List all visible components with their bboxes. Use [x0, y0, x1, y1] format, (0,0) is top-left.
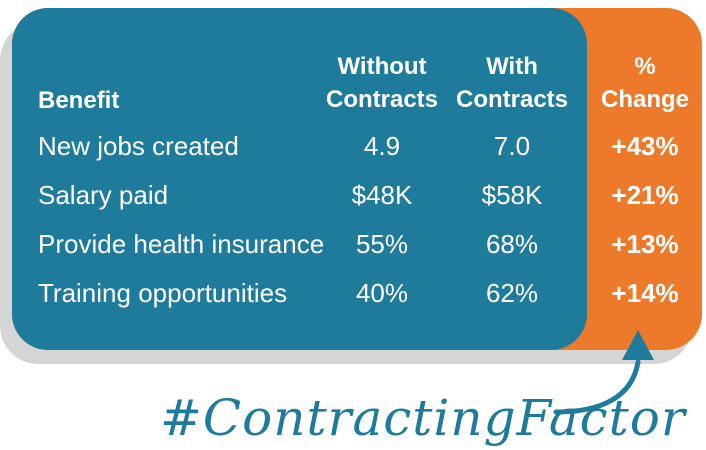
row-change-new-jobs: +43% — [611, 131, 679, 161]
row-without-training: 40% — [355, 278, 409, 308]
header-change-line2: Change — [600, 86, 690, 113]
row-change-training: +14% — [611, 278, 679, 308]
row-without-salary: $48K — [351, 180, 413, 210]
header-with-line2: Contracts — [455, 86, 569, 113]
header-benefit: Benefit — [38, 87, 120, 114]
row-benefit-salary: Salary paid — [38, 180, 169, 210]
row-with-health-insurance: 68% — [485, 229, 539, 259]
row-without-new-jobs: 4.9 — [363, 131, 401, 161]
benefits-table-panel — [12, 8, 587, 350]
row-change-salary: +21% — [611, 180, 679, 210]
hashtag-contracting-factor: #ContractingFactor — [160, 389, 686, 447]
header-without-line1: Without — [337, 53, 427, 80]
header-change-line1: % — [634, 53, 656, 80]
row-benefit-training: Training opportunities — [38, 278, 288, 308]
row-benefit-health-insurance: Provide health insurance — [38, 229, 325, 259]
row-with-training: 62% — [485, 278, 539, 308]
row-with-salary: $58K — [481, 180, 543, 210]
header-without-line2: Contracts — [325, 86, 439, 113]
row-without-health-insurance: 55% — [355, 229, 409, 259]
row-with-new-jobs: 7.0 — [493, 131, 531, 161]
header-with-line1: With — [486, 53, 538, 80]
row-benefit-new-jobs: New jobs created — [38, 131, 239, 161]
row-change-health-insurance: +13% — [611, 229, 679, 259]
